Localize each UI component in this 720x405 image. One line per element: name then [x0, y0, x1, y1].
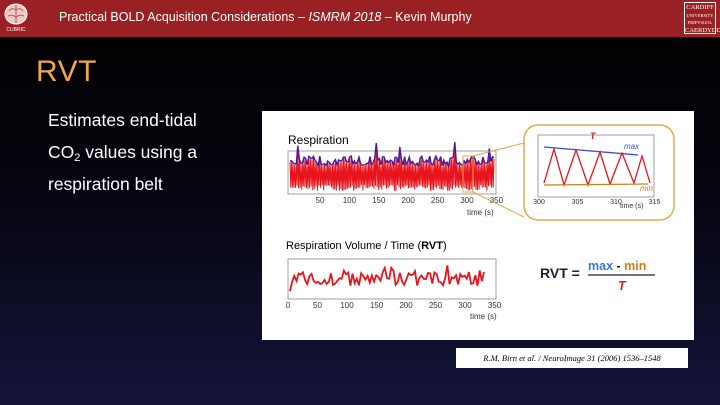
rvt-signal	[289, 264, 485, 292]
header-bar: CUBRIC Practical BOLD Acquisition Consid…	[0, 0, 720, 37]
zoom-tick: 310	[610, 199, 622, 206]
rvt-tick: 250	[429, 301, 443, 310]
rvt-tick: 350	[488, 301, 502, 310]
header-title: Practical BOLD Acquisition Consideration…	[59, 10, 472, 24]
respiration-tick: 50	[316, 196, 325, 205]
formula-numerator: max - min	[588, 259, 646, 273]
header-title-suffix: – Kevin Murphy	[381, 10, 472, 24]
zoom-min-envelope	[543, 183, 649, 186]
bullet-part-2: values using a respiration belt	[48, 142, 198, 194]
logo-line-2: UNIVERSITY	[686, 12, 714, 18]
rvt-axes	[287, 258, 497, 300]
zoom-connector-top	[472, 142, 525, 157]
formula-minus: -	[613, 259, 624, 273]
respiration-tick: 350	[490, 196, 504, 205]
brain-icon	[4, 3, 28, 25]
zoom-label-min: min	[640, 184, 653, 193]
bullet-subscript: 2	[74, 152, 81, 164]
citation: R.M. Birn et al. / NeuroImage 31 (2006) …	[456, 348, 688, 368]
slide-title: RVT	[36, 55, 97, 88]
rvt-title-bold: RVT	[421, 240, 443, 252]
header-conference: ISMRM 2018	[308, 10, 382, 24]
bullet-part-1: Estimates end-tidal	[48, 110, 197, 130]
rvt-xlabel: time (s)	[470, 312, 497, 321]
rvt-tick: 150	[370, 301, 384, 310]
zoom-tick: 315	[649, 199, 661, 206]
cubric-logo: CUBRIC	[3, 2, 29, 35]
respiration-tick: 250	[431, 196, 445, 205]
bullet-text: Estimates end-tidal CO2 values using a re…	[48, 104, 248, 200]
respiration-xlabel: time (s)	[467, 208, 494, 217]
respiration-axes	[287, 150, 497, 195]
figure-canvas: Respiration 50 100 150 200 250 300 350 time (s…	[286, 124, 675, 321]
respiration-envelope	[289, 142, 495, 169]
zoom-xlabel: time (s)	[620, 203, 643, 210]
header-title-prefix: Practical BOLD Acquisition Consideration…	[59, 10, 309, 24]
rvt-tick: 0	[286, 301, 291, 310]
zoom-label-t: T	[590, 131, 597, 141]
rvt-title-suffix: )	[443, 240, 447, 252]
rvt-tick: 100	[340, 301, 354, 310]
respiration-tick: 300	[460, 196, 474, 205]
rvt-figure: Respiration 50 100 150 200 250 300 350 time (s…	[262, 111, 694, 340]
respiration-ticks: 50 100 150 200 250 300 350	[316, 196, 504, 205]
formula-denominator: T	[618, 279, 627, 293]
formula-max: max	[588, 259, 613, 273]
zoom-tick: 300	[533, 199, 545, 206]
logo-line-4: CAERDYDD	[685, 26, 720, 34]
rvt-title-prefix: Respiration Volume / Time (	[286, 240, 421, 252]
respiration-title: Respiration	[288, 133, 349, 147]
zoom-label-max: max	[624, 142, 640, 151]
logo-line-3: PRIFYSGOL	[687, 20, 713, 25]
respiration-tick: 100	[343, 196, 357, 205]
rvt-tick: 200	[399, 301, 413, 310]
zoom-ticks: 300 305 310 315	[533, 199, 660, 206]
zoom-connector-bottom	[472, 191, 525, 218]
zoom-tick: 305	[572, 199, 584, 206]
cardiff-university-logo: CARDIFF UNIVERSITY PRIFYSGOL CAERDYDD	[684, 2, 720, 34]
respiration-tick: 200	[402, 196, 416, 205]
formula-lhs: RVT =	[540, 265, 580, 281]
zoom-max-envelope	[543, 146, 639, 156]
zoom-axes	[537, 134, 655, 198]
cubric-logo-label: CUBRIC	[6, 27, 26, 33]
rvt-ticks: 0 50 100 150 200 250 300 350	[286, 301, 502, 310]
zoom-highlight-box	[462, 155, 474, 193]
formula-min: min	[624, 259, 646, 273]
rvt-title: Respiration Volume / Time (RVT)	[286, 240, 447, 252]
rvt-tick: 300	[458, 301, 472, 310]
bullet-co: CO	[48, 142, 75, 162]
respiration-tick: 150	[372, 196, 386, 205]
rvt-tick: 50	[313, 301, 322, 310]
logo-line-1: CARDIFF	[686, 4, 714, 11]
